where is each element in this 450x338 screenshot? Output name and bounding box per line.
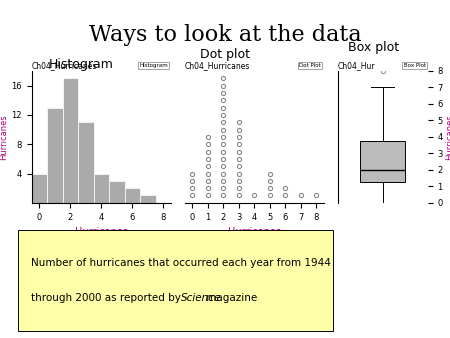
PathPatch shape xyxy=(360,141,405,182)
Text: Dot Plot: Dot Plot xyxy=(299,63,321,68)
Text: Dot plot: Dot plot xyxy=(200,48,250,61)
Text: Ch04_Hur: Ch04_Hur xyxy=(338,61,375,70)
Bar xyxy=(63,78,78,203)
Text: Ways to look at the data: Ways to look at the data xyxy=(89,24,361,46)
X-axis label: Hurricanes: Hurricanes xyxy=(75,227,128,237)
Text: Box Plot: Box Plot xyxy=(404,63,426,68)
Text: Number of hurricanes that occurred each year from 1944: Number of hurricanes that occurred each … xyxy=(31,258,330,268)
Bar xyxy=(140,195,156,203)
Bar xyxy=(94,173,109,203)
Text: Ch04_Hurricanes: Ch04_Hurricanes xyxy=(184,61,250,70)
Text: Histogram: Histogram xyxy=(140,63,168,68)
Text: Box plot: Box plot xyxy=(348,41,399,54)
FancyBboxPatch shape xyxy=(18,230,333,331)
Text: through 2000 as reported by: through 2000 as reported by xyxy=(31,293,184,303)
Text: Science: Science xyxy=(180,293,221,303)
Text: Ch04_Hurricanes: Ch04_Hurricanes xyxy=(32,61,97,70)
Bar xyxy=(78,122,94,203)
Bar xyxy=(109,181,125,203)
Bar xyxy=(32,173,47,203)
Bar xyxy=(47,107,63,203)
Text: magazine: magazine xyxy=(203,293,257,303)
Y-axis label: Frequency of
Hurricanes: Frequency of Hurricanes xyxy=(0,110,9,164)
Bar xyxy=(125,188,140,203)
Text: Histogram: Histogram xyxy=(49,58,113,71)
X-axis label: Hurricanes: Hurricanes xyxy=(228,227,281,237)
Y-axis label: Hurricanes: Hurricanes xyxy=(446,114,450,160)
